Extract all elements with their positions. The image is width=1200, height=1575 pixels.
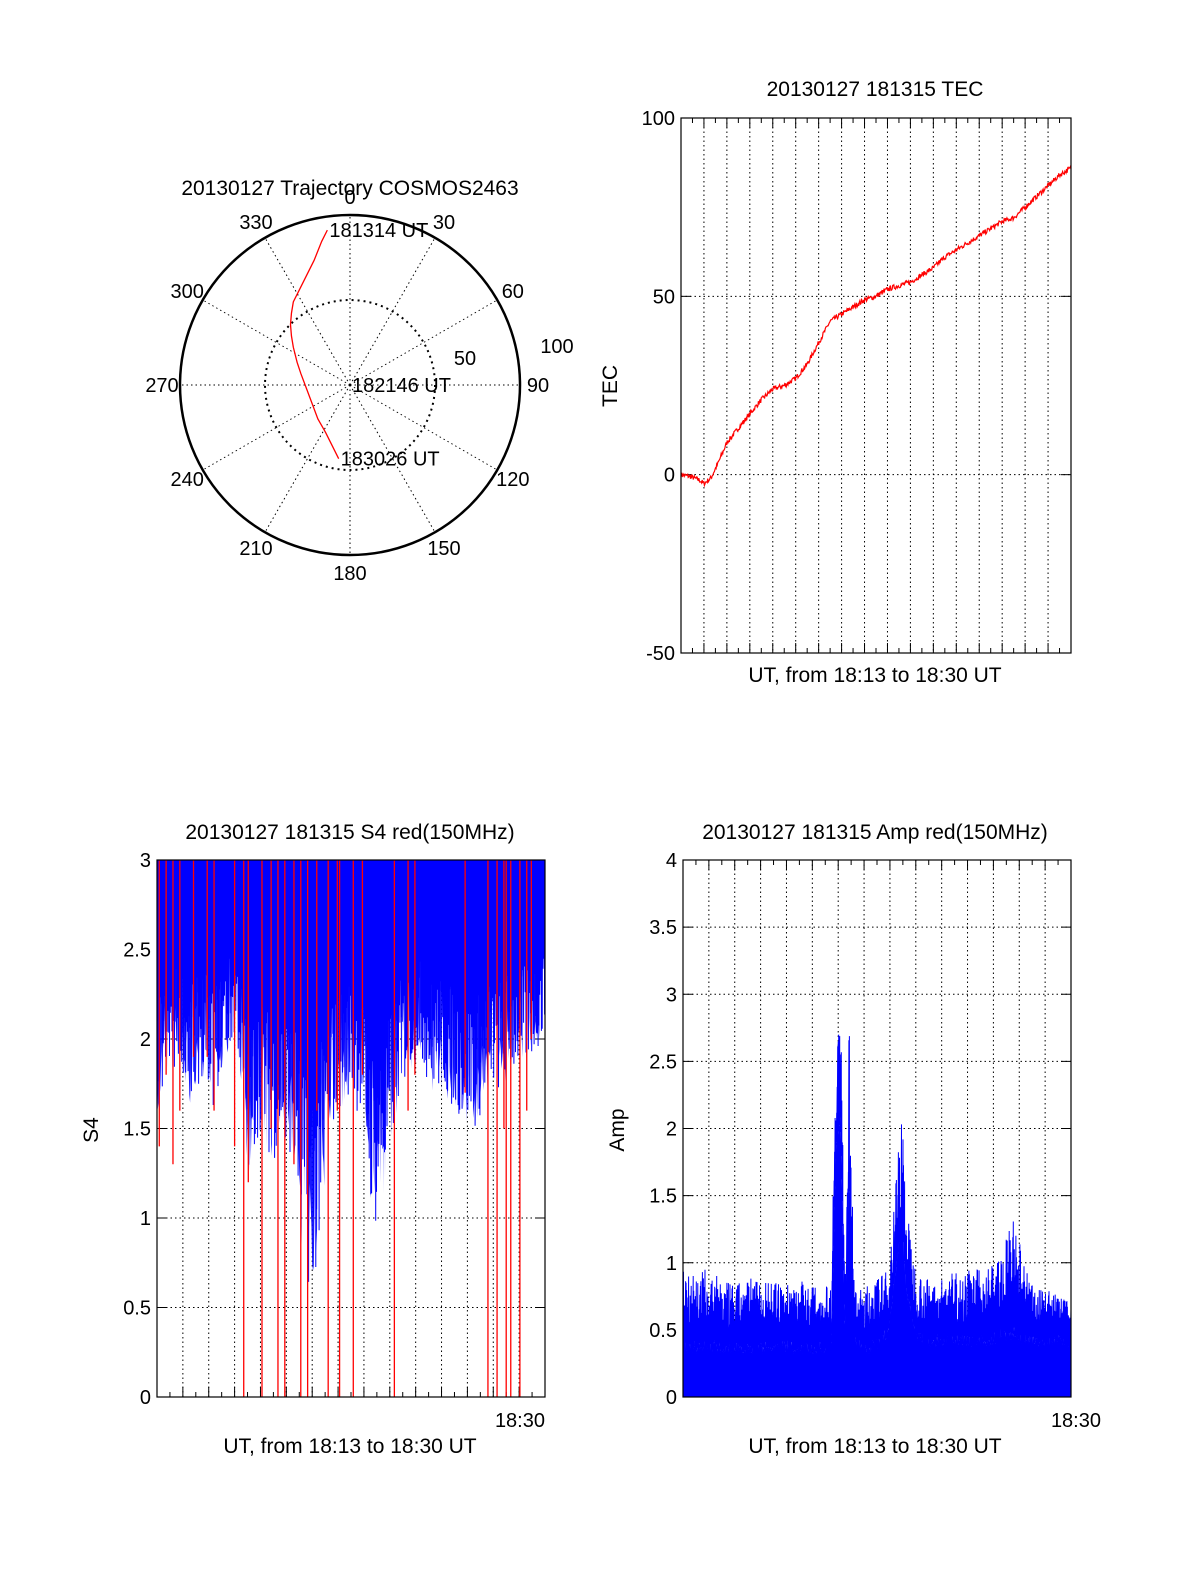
polar-grid <box>178 213 522 557</box>
y-tick-label: 1 <box>666 1253 677 1275</box>
y-tick-label: 2.5 <box>649 1051 677 1073</box>
y-tick-label: 2 <box>140 1029 151 1051</box>
s4-ylabel: S4 <box>80 1117 103 1143</box>
azimuth-label: 180 <box>333 563 366 585</box>
trajectory-path <box>289 229 340 459</box>
trajectory-annotation: 182146 UT <box>352 375 451 397</box>
trajectory-panel: 20130127 Trajectory COSMOS2463 0 30 60 90 12… <box>145 177 573 585</box>
tec-plot: -50 0 50 100 <box>642 108 1072 665</box>
azimuth-label: 30 <box>433 212 455 234</box>
y-tick-label: 4 <box>666 850 677 872</box>
amp-x-tick-label: 18:30 <box>1051 1410 1101 1432</box>
azimuth-label: 300 <box>170 281 203 303</box>
amp-xlabel: UT, from 18:13 to 18:30 UT <box>748 1435 1001 1458</box>
tec-panel: 20130127 181315 TEC UT, from 18:13 to 18… <box>599 78 1072 687</box>
y-tick-label: 1.5 <box>123 1119 151 1141</box>
plot-frame <box>680 117 1072 654</box>
azimuth-label: 0 <box>344 187 355 209</box>
s4-xlabel: UT, from 18:13 to 18:30 UT <box>223 1435 476 1458</box>
s4-panel: 20130127 181315 S4 red(150MHz) UT, from … <box>80 821 546 1458</box>
s4-blue-series <box>157 860 545 1282</box>
amp-panel: 20130127 181315 Amp red(150MHz) UT, from… <box>606 821 1101 1458</box>
azimuth-label: 60 <box>502 281 524 303</box>
radial-label: 100 <box>540 336 573 358</box>
polar-spoke <box>264 384 351 533</box>
y-tick-label: 0 <box>664 465 675 487</box>
y-tick-label: 3.5 <box>649 917 677 939</box>
amp-title: 20130127 181315 Amp red(150MHz) <box>702 821 1048 844</box>
y-tick-label: 2 <box>666 1119 677 1141</box>
y-tick-label: 50 <box>653 286 675 308</box>
trajectory-annotation: 181314 UT <box>329 220 428 242</box>
polar-spoke <box>202 384 351 471</box>
y-tick-label: 0.5 <box>649 1320 677 1342</box>
polar-spoke <box>202 299 351 386</box>
polar-spoke <box>349 237 436 386</box>
trajectory-annotation: 183026 UT <box>341 449 440 471</box>
y-tick-label: 1.5 <box>649 1186 677 1208</box>
azimuth-label: 210 <box>239 538 272 560</box>
plot-frame <box>682 859 1072 1398</box>
y-tick-label: 0 <box>140 1387 151 1409</box>
trajectory-title: 20130127 Trajectory COSMOS2463 <box>181 177 518 200</box>
y-tick-label: -50 <box>646 643 675 665</box>
polar-ring <box>264 299 436 471</box>
azimuth-label: 240 <box>170 469 203 491</box>
amp-ylabel: Amp <box>606 1108 629 1151</box>
y-tick-label: 3 <box>666 984 677 1006</box>
y-tick-label: 1 <box>140 1208 151 1230</box>
polar-spoke <box>264 237 351 386</box>
azimuth-label: 120 <box>496 469 529 491</box>
s4-x-tick-label: 18:30 <box>495 1410 545 1432</box>
polar-spoke <box>349 384 498 471</box>
polar-boundary <box>178 213 522 557</box>
tec-xlabel: UT, from 18:13 to 18:30 UT <box>748 664 1001 687</box>
tec-title: 20130127 181315 TEC <box>767 78 984 101</box>
polar-spoke <box>349 384 436 533</box>
y-tick-label: 0 <box>666 1387 677 1409</box>
tec-ylabel: TEC <box>599 365 622 407</box>
azimuth-label: 330 <box>239 212 272 234</box>
polar-spoke <box>349 299 498 386</box>
y-tick-label: 0.5 <box>123 1298 151 1320</box>
plot-frame <box>156 859 546 1398</box>
y-tick-label: 3 <box>140 850 151 872</box>
azimuth-label: 150 <box>427 538 460 560</box>
y-tick-label: 2.5 <box>123 940 151 962</box>
amp-blue-series <box>682 1034 1072 1355</box>
radial-label: 50 <box>454 348 476 370</box>
s4-title: 20130127 181315 S4 red(150MHz) <box>185 821 514 844</box>
azimuth-label: 270 <box>145 375 178 397</box>
y-tick-label: 100 <box>642 108 675 130</box>
polar-labels: 0 30 60 90 120 150 180 210 240 270 300 330 50 100 <box>145 187 573 585</box>
s4-data-layer <box>157 860 545 1397</box>
azimuth-label: 90 <box>527 375 549 397</box>
amp-plot: 0 0.5 1 1.5 2 2.5 3 3.5 4 18:30 <box>649 850 1101 1432</box>
s4-plot: 0 0.5 1 1.5 2 2.5 3 18:30 <box>123 850 546 1432</box>
polar-series: 181314 UT 182146 UT 183026 UT <box>289 220 451 471</box>
tec-series-line <box>680 164 1072 488</box>
